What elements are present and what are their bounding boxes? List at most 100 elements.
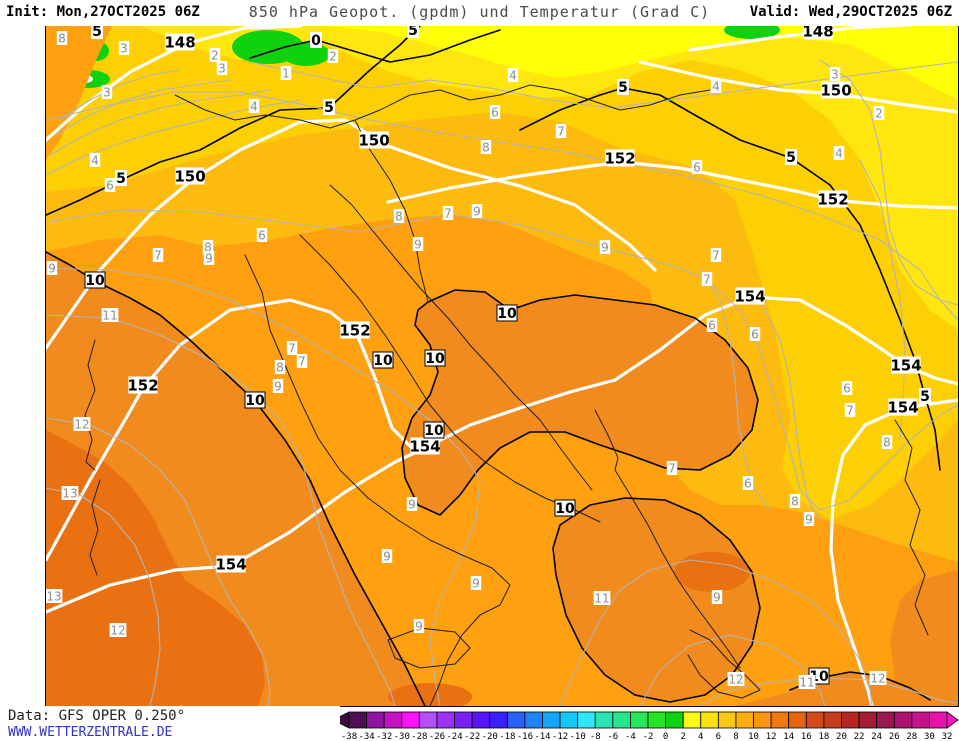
temp-minor-label: 3: [103, 85, 111, 99]
temp-minor-label: 8: [276, 360, 284, 374]
temp-minor-label: 8: [204, 240, 212, 254]
colorbar-tick: -6: [607, 732, 618, 741]
colorbar-cell: [612, 711, 631, 729]
coast-contour: [687, 629, 761, 699]
coast-contour: [299, 234, 601, 523]
colorbar-cell: [647, 711, 666, 729]
temp-minor-label-box: [711, 590, 723, 604]
colorbar-tick: 16: [801, 732, 812, 741]
temp5-contour: [249, 29, 501, 63]
temp-minor-label-box: [73, 417, 91, 431]
temp-contour-label: 10: [425, 351, 445, 367]
colorbar-cell: [418, 711, 438, 729]
temp-minor-label: 12: [728, 672, 743, 686]
temp-minor-label: 4: [509, 68, 517, 82]
colorbar-cell: [366, 711, 385, 729]
temp1-contour: [49, 89, 271, 156]
temp-minor-label-box: [413, 619, 425, 633]
geopotential-label: 150: [358, 131, 389, 149]
temp1-contour: [559, 559, 873, 706]
temp-minor-label: 8: [395, 209, 403, 223]
temp-contour-label-box: [554, 499, 576, 517]
temp-minor-label-box: [381, 549, 393, 563]
colorbar-cell: [524, 711, 543, 729]
colorbar-cell: [770, 711, 790, 729]
temp-contour-label-box: [919, 388, 931, 404]
colorbar-cell: [911, 711, 930, 729]
temp-minor-label: 6: [708, 318, 716, 332]
temp-contour-label: 10: [497, 306, 517, 322]
geopotential-label-box: [803, 26, 833, 40]
colorbar-cell: [841, 711, 860, 729]
temp-minor-label-box: [599, 240, 611, 254]
temp-minor-label-box: [104, 178, 116, 192]
sw-12-14: [46, 430, 265, 706]
valid-time-label: Valid: Wed,29OCT2025 06Z: [749, 4, 952, 20]
temp-minor-label-box: [691, 160, 703, 174]
green-blob-e: [724, 26, 780, 39]
temp-minor-label-box: [46, 589, 63, 603]
geopotential-label-box: [821, 81, 851, 99]
colorbar-cell: [858, 711, 878, 729]
wetterzentrale-link[interactable]: WWW.WETTERZENTRALE.DE: [8, 725, 173, 740]
temp-minor-label-box: [46, 261, 58, 275]
colorbar-tick: -26: [429, 732, 445, 741]
temp-minor-label-box: [202, 240, 214, 254]
temp-minor-label-box: [296, 354, 308, 368]
colorbar-tick: 4: [698, 732, 703, 741]
geopotential-contour: [46, 295, 958, 614]
temp-minor-label: 7: [154, 248, 162, 262]
temp-minor-label: 4: [91, 153, 99, 167]
right-bottom-10-12: [890, 570, 958, 706]
temperature-colorbar: -38 -34 -32 -30 -28 -26 -24 -22 -20 -18 -16 -14 -12-…: [332, 711, 959, 741]
colorbar-tick: 26: [889, 732, 900, 741]
temp-minor-label-box: [701, 272, 713, 286]
spot-12-14-b: [388, 683, 472, 706]
temp-minor-label: 6: [106, 178, 114, 192]
temp-minor-label: 1: [282, 66, 290, 80]
colorbar-cell: [542, 711, 561, 729]
geopotential-label-box: [216, 555, 246, 573]
temp-minor-label: 9: [473, 204, 481, 218]
temp-minor-label-box: [829, 67, 841, 81]
coast-contour: [84, 339, 96, 471]
temp-minor-label: 9: [408, 497, 416, 511]
temp-minor-label: 8: [883, 435, 891, 449]
geopotential-label-box: [340, 321, 370, 339]
temp-minor-label: 6: [491, 105, 499, 119]
geopotential-label: 154: [887, 398, 918, 416]
temp-contour-label: 5: [324, 100, 334, 116]
colorbar-cell: [348, 711, 367, 729]
geopotential-contour: [46, 118, 657, 350]
colorbar-tick: -4: [625, 732, 636, 741]
coast-contour: [329, 184, 593, 491]
temp-minor-label: 7: [703, 272, 711, 286]
temp-minor-label: 9: [472, 576, 480, 590]
temp-minor-label-box: [489, 105, 501, 119]
temp-minor-label-box: [272, 379, 284, 393]
geopotential-label: 148: [802, 22, 833, 40]
colorbar-cell: [471, 711, 491, 729]
temp-minor-label: 3: [120, 41, 128, 55]
temp-contour-label-box: [423, 421, 445, 439]
temp-minor-label-box: [789, 494, 801, 508]
temp-minor-label-box: [881, 435, 893, 449]
temp-minor-label: 2: [875, 106, 883, 120]
temp-minor-label-box: [109, 623, 127, 637]
temp1-contour: [59, 69, 181, 121]
colorbar-tick: 20: [836, 732, 847, 741]
temp-contour-label: 10: [424, 423, 444, 439]
colorbar-tick: -8: [590, 732, 601, 741]
temp-minor-label: 7: [298, 354, 306, 368]
temp-minor-label: 8: [58, 31, 66, 45]
temp-contour-label: 10: [245, 393, 265, 409]
temp-contour-label-box: [424, 349, 446, 367]
colorbar-tick: -10: [570, 732, 586, 741]
temp-contour-label-box: [496, 304, 518, 322]
temp-minor-label-box: [710, 248, 722, 262]
temp-minor-label: 13: [62, 486, 77, 500]
temp-minor-label: 7: [846, 403, 854, 417]
colorbar-cell: [823, 711, 842, 729]
colorbar-tick: 2: [680, 732, 685, 741]
temp-minor-label: 6: [744, 476, 752, 490]
